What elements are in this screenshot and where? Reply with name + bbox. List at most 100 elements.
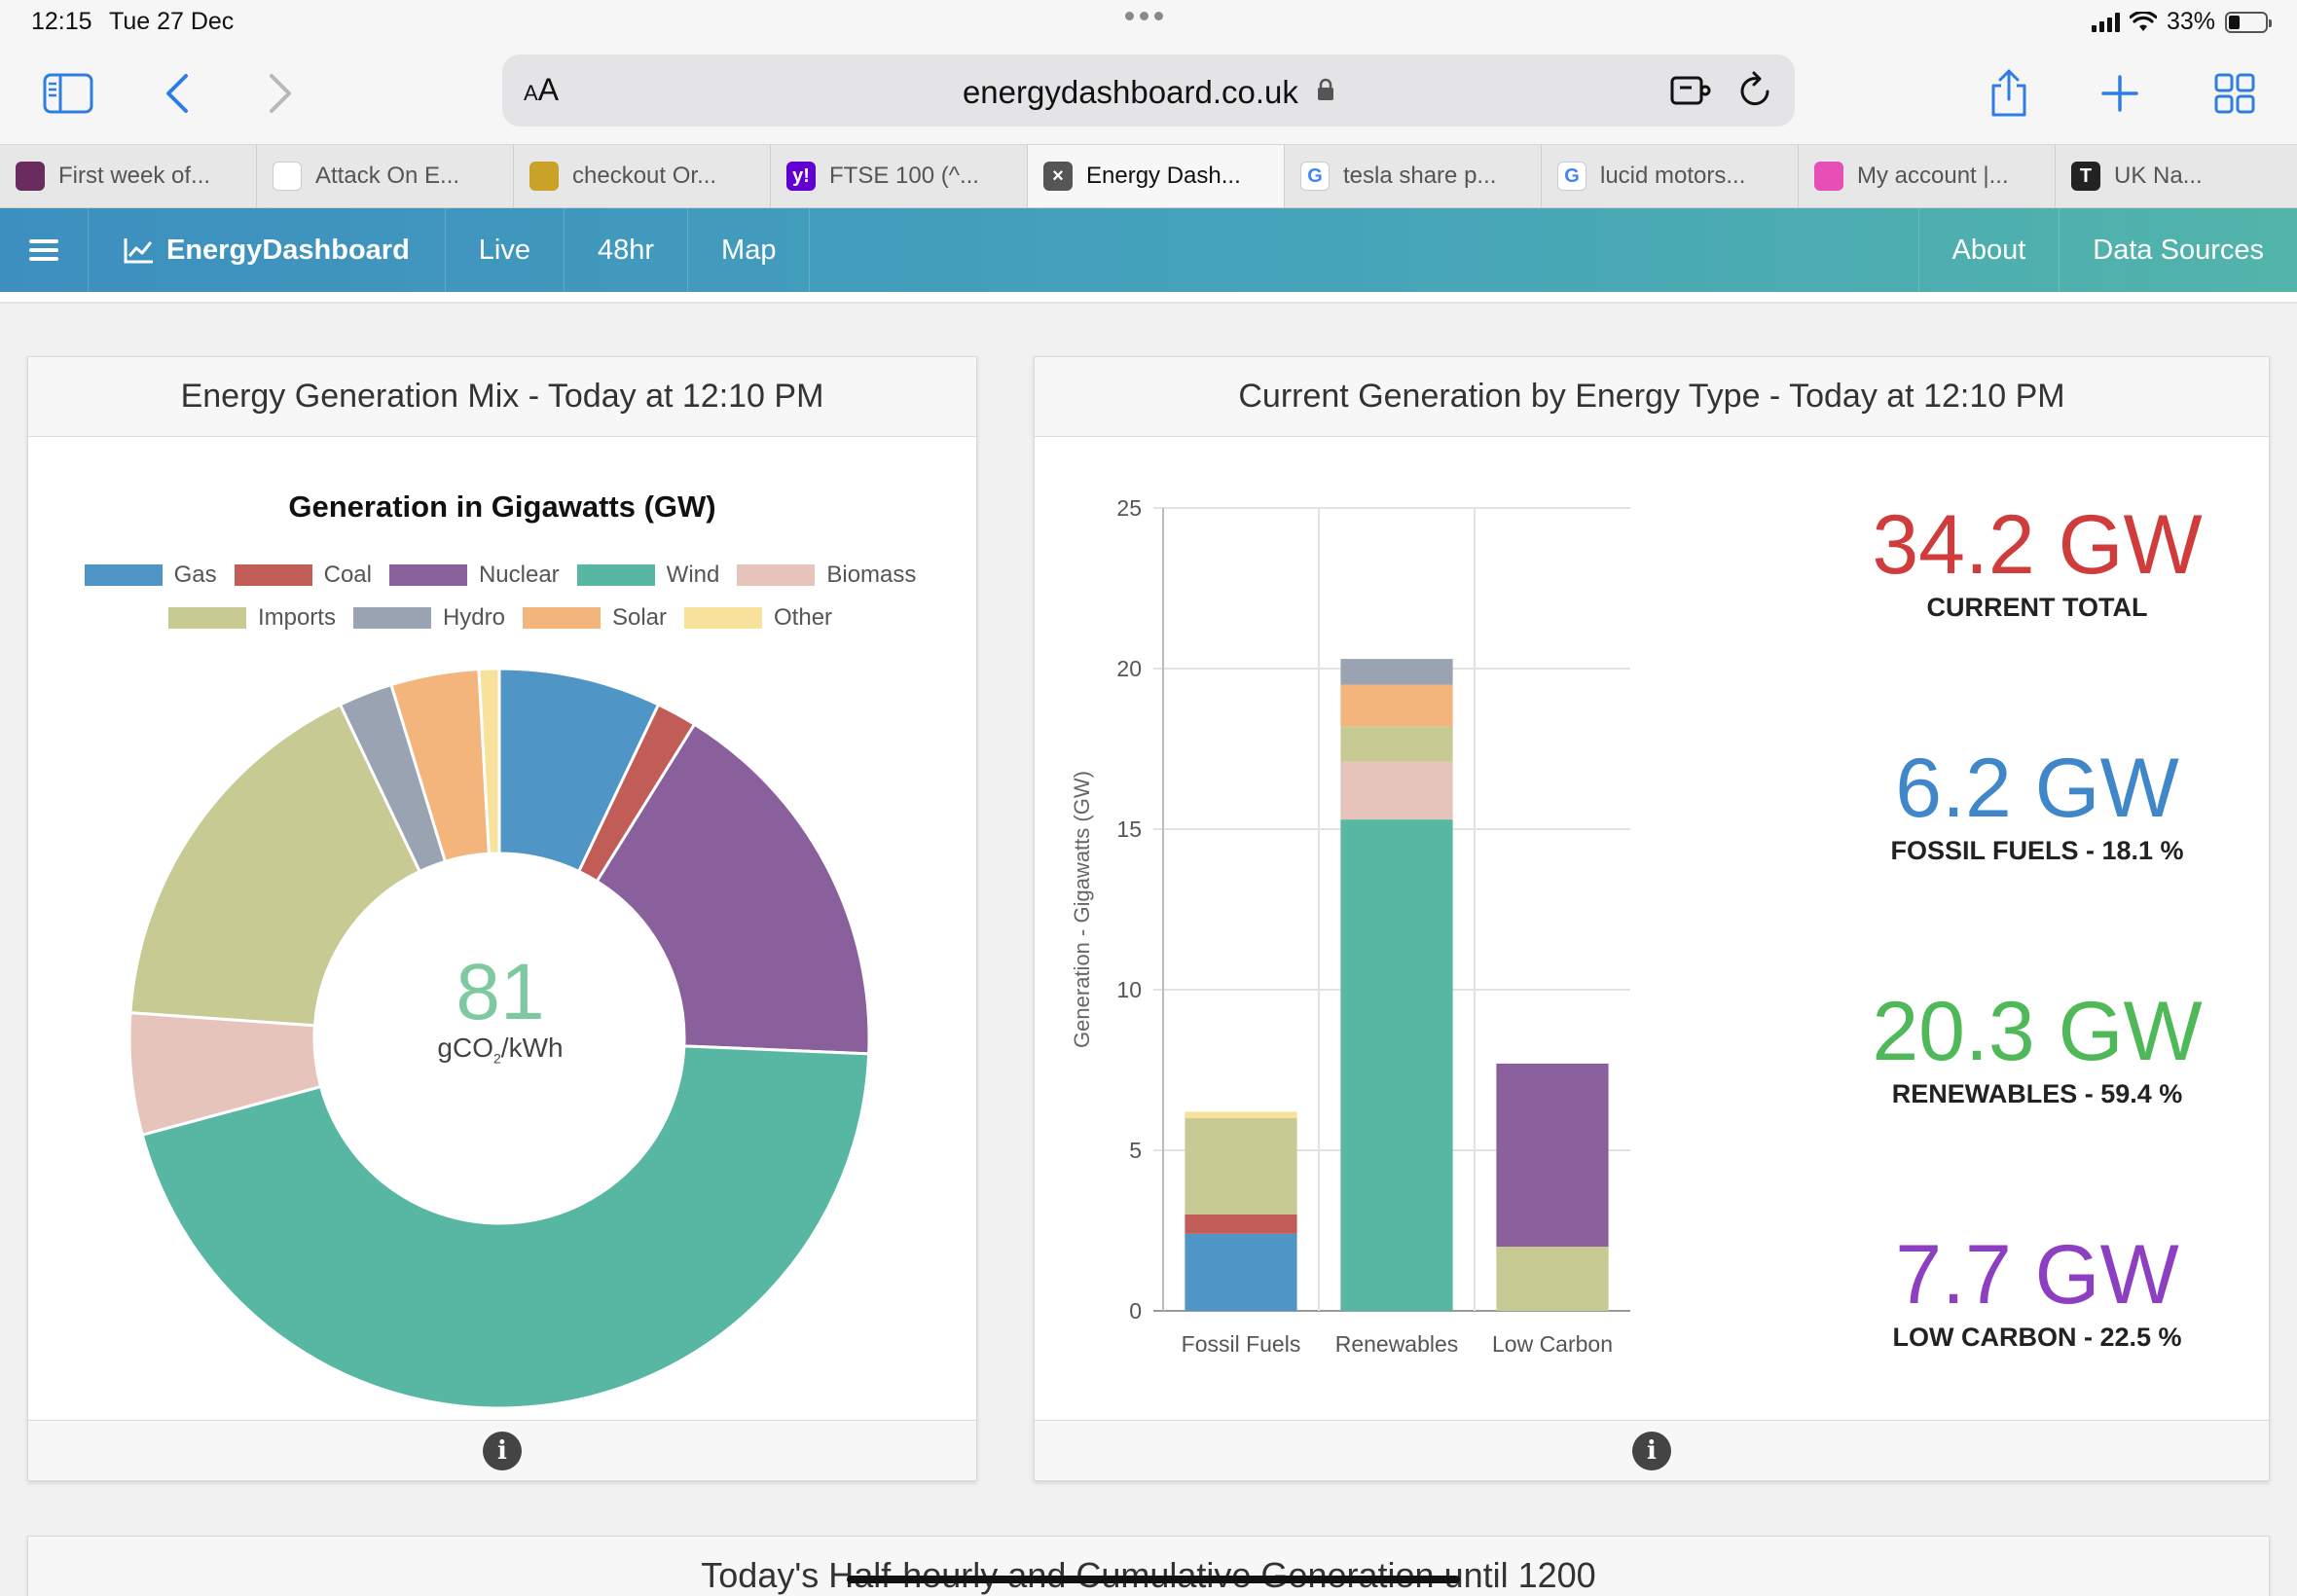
bar-segment-other[interactable] — [1185, 1111, 1297, 1118]
browser-tab[interactable]: My account |... — [1799, 145, 2056, 207]
stat-current-total-label: CURRENT TOTAL — [1926, 593, 2148, 622]
legend-swatch — [522, 607, 601, 629]
x-tick-label: Low Carbon — [1492, 1331, 1613, 1357]
hamburger-icon — [29, 239, 58, 261]
carbon-intensity-unit: gCO2/kWh — [437, 1033, 564, 1067]
nav-about[interactable]: About — [1919, 208, 2060, 292]
tab-favicon-icon — [1814, 162, 1843, 191]
share-button[interactable] — [1980, 64, 2038, 123]
legend-label: Biomass — [826, 562, 917, 588]
tab-favicon-icon — [16, 162, 45, 191]
x-tick-label: Fossil Fuels — [1182, 1331, 1301, 1357]
bar-segment-wind[interactable] — [1340, 819, 1453, 1311]
browser-tab[interactable]: Attack On E... — [257, 145, 514, 207]
bar-segment-imports[interactable] — [1185, 1118, 1297, 1215]
donut-slice-nuclear[interactable] — [595, 722, 871, 1056]
multitasking-dots[interactable] — [1125, 12, 1163, 20]
reload-icon[interactable] — [1736, 68, 1775, 111]
sidebar-toggle-button[interactable] — [39, 64, 97, 123]
tab-label: FTSE 100 (^... — [829, 163, 979, 189]
donut-legend: Gas Coal Nuclear Wind Biomass — [28, 562, 976, 589]
grid-icon — [2214, 73, 2255, 114]
tab-favicon-icon: × — [1043, 162, 1073, 191]
browser-tab[interactable]: T UK Na... — [2056, 145, 2297, 207]
donut-slice-imports[interactable] — [128, 702, 422, 1028]
legend-item-solar[interactable]: Solar — [522, 604, 667, 632]
legend-item-gas[interactable]: Gas — [84, 562, 217, 589]
nav-data-sources[interactable]: Data Sources — [2093, 234, 2264, 266]
donut-chart-title: Generation in Gigawatts (GW) — [288, 490, 716, 524]
hamburger-menu-button[interactable] — [0, 208, 89, 292]
stat-renewables-label: RENEWABLES - 59.4 % — [1891, 1079, 2183, 1108]
x-tick-label: Renewables — [1335, 1331, 1459, 1357]
tab-overview-button[interactable] — [2206, 64, 2264, 123]
bar-segment-imports[interactable] — [1340, 726, 1453, 762]
reader-options-button[interactable]: AA — [524, 72, 560, 107]
legend-label: Wind — [666, 562, 720, 588]
extension-icon[interactable] — [1668, 68, 1711, 111]
browser-tab[interactable]: y! FTSE 100 (^... — [771, 145, 1028, 207]
url-text: energydashboard.co.uk — [962, 74, 1298, 110]
forward-button[interactable] — [251, 64, 310, 123]
nav-48hr[interactable]: 48hr — [565, 208, 689, 292]
bar-segment-coal[interactable] — [1185, 1215, 1297, 1234]
lock-icon — [1318, 78, 1334, 100]
status-indicators: 33% — [2091, 8, 2272, 36]
chevron-left-icon — [166, 74, 188, 113]
half-hourly-title: Today's Half-hourly and Cumulative Gener… — [701, 1554, 1596, 1595]
tab-favicon-icon — [529, 162, 559, 191]
back-button[interactable] — [148, 64, 206, 123]
status-time: 12:15 — [31, 8, 92, 35]
bar-segment-gas[interactable] — [1185, 1233, 1297, 1311]
chevron-right-icon — [270, 74, 291, 113]
donut-slice-wind[interactable] — [140, 1044, 871, 1410]
tab-label: tesla share p... — [1343, 163, 1497, 189]
browser-tab[interactable]: × Energy Dash... — [1028, 145, 1285, 207]
brand-link[interactable]: EnergyDashboard — [89, 208, 446, 292]
info-icon[interactable]: i — [483, 1431, 522, 1470]
legend-swatch — [737, 564, 816, 586]
wifi-icon — [2129, 11, 2157, 31]
nav-map[interactable]: Map — [688, 208, 811, 292]
bar-segment-imports[interactable] — [1496, 1247, 1609, 1311]
battery-icon — [2225, 11, 2272, 33]
stat-low-carbon-value: 7.7 GW — [1895, 1228, 2179, 1322]
donut-slice-other[interactable] — [477, 667, 501, 855]
legend-item-coal[interactable]: Coal — [234, 562, 372, 589]
info-icon[interactable]: i — [1632, 1431, 1671, 1470]
site-navbar: EnergyDashboard Live 48hr Map About Data… — [0, 208, 2297, 292]
legend-item-nuclear[interactable]: Nuclear — [388, 562, 560, 589]
url-field[interactable]: energydashboard.co.uk — [502, 74, 1795, 111]
brand-name: EnergyDashboard — [166, 234, 410, 266]
sidebar-icon — [43, 73, 93, 114]
legend-swatch — [84, 564, 163, 586]
legend-label: Imports — [257, 604, 336, 631]
legend-item-biomass[interactable]: Biomass — [737, 562, 916, 589]
address-bar[interactable]: AA energydashboard.co.uk — [502, 54, 1795, 127]
energy-type-panel: Current Generation by Energy Type - Toda… — [1034, 356, 2270, 1481]
legend-swatch — [352, 607, 431, 629]
battery-percent: 33% — [2166, 8, 2215, 35]
stat-fossil-fuels-value: 6.2 GW — [1895, 742, 2179, 835]
mix-panel-footer: i — [28, 1420, 976, 1480]
tab-label: Attack On E... — [315, 163, 460, 189]
bar-segment-biomass[interactable] — [1340, 761, 1453, 820]
y-tick-label: 5 — [1129, 1138, 1142, 1163]
bar-segment-hydro[interactable] — [1340, 659, 1453, 685]
nav-live[interactable]: Live — [446, 208, 565, 292]
new-tab-button[interactable] — [2091, 64, 2149, 123]
legend-swatch — [234, 564, 312, 586]
browser-tab[interactable]: checkout Or... — [514, 145, 771, 207]
legend-item-imports[interactable]: Imports — [167, 604, 336, 632]
legend-item-other[interactable]: Other — [684, 604, 832, 632]
donut-legend-row-2: Imports Hydro Solar Other — [28, 604, 976, 632]
legend-item-wind[interactable]: Wind — [576, 562, 720, 589]
bar-segment-solar[interactable] — [1340, 684, 1453, 727]
legend-item-hydro[interactable]: Hydro — [352, 604, 505, 632]
browser-tab[interactable]: First week of... — [0, 145, 257, 207]
stat-current-total: 34.2 GW CURRENT TOTAL — [1833, 503, 2242, 623]
stat-low-carbon: 7.7 GW LOW CARBON - 22.5 % — [1833, 1233, 2242, 1353]
bar-segment-nuclear[interactable] — [1496, 1063, 1609, 1247]
